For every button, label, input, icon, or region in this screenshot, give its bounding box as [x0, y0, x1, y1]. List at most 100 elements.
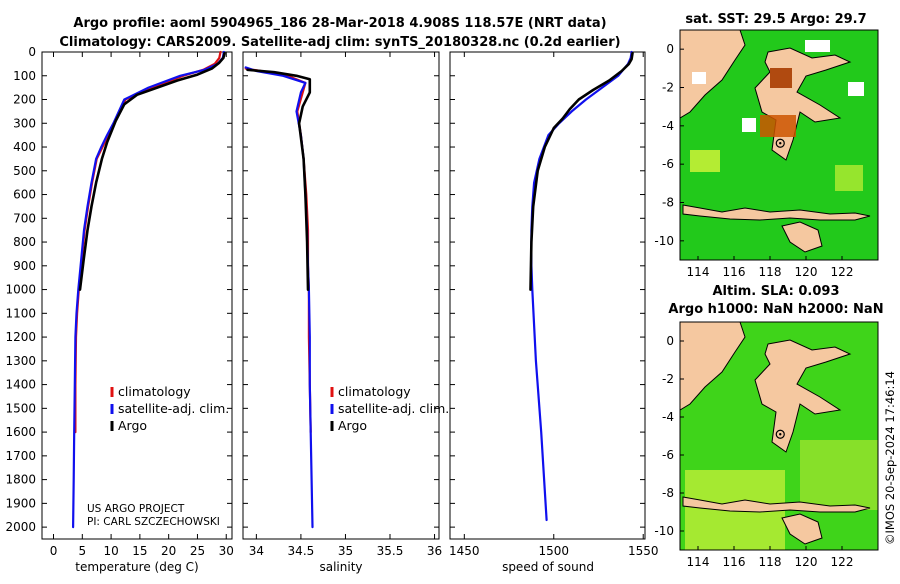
sst-cloud-gap: [692, 72, 706, 84]
depth-tick-label: 200: [13, 93, 36, 107]
depth-tick-label: 100: [13, 69, 36, 83]
salinity-xtick-label: 34.5: [288, 544, 315, 558]
depth-tick-label: 1100: [5, 306, 36, 320]
sst-cloud-gap: [848, 82, 864, 96]
legend-climatology-label: climatology: [118, 384, 191, 399]
temperature-xtick-label: 30: [219, 544, 234, 558]
sla-lon-label: 120: [795, 555, 818, 569]
profile-plots: 0 5 10 15 20 25 300100200300400500600700800900…: [5, 45, 658, 558]
sla-high-patch: [800, 440, 878, 510]
figure-title-line1: Argo profile: aoml 5904965_186 28-Mar-20…: [73, 16, 606, 31]
depth-tick-label: 0: [28, 45, 36, 59]
sound-speed-series-argo: [529, 51, 634, 291]
sla-float-dot: [779, 433, 782, 436]
sst-lat-label: -6: [662, 157, 674, 171]
sst-map: [679, 29, 879, 261]
sst-lon-label: 116: [723, 265, 746, 279]
sumba-island: [781, 513, 823, 545]
depth-tick-label: 1800: [5, 473, 36, 487]
sst-lat-label: -4: [662, 119, 674, 133]
depth-tick-label: 1400: [5, 378, 36, 392]
depth-tick-label: 1600: [5, 425, 36, 439]
sst-lon-label: 118: [759, 265, 782, 279]
sla-float-marker: [775, 429, 785, 439]
depth-tick-label: 900: [13, 259, 36, 273]
depth-tick-label: 300: [13, 116, 36, 130]
legend-satellite-label: satellite-adj. clim.: [118, 401, 229, 416]
lesser-sunda-islands: [682, 204, 871, 221]
depth-tick-label: 1200: [5, 330, 36, 344]
sound-speed-xlabel: speed of sound: [502, 560, 594, 574]
legend-argo-label: Argo: [338, 418, 367, 433]
borneo-landmass: [679, 321, 746, 411]
salinity-xlabel: salinity: [319, 560, 362, 574]
depth-tick-label: 1900: [5, 496, 36, 510]
depth-tick-label: 2000: [5, 520, 36, 534]
sst-lat-label: -8: [662, 196, 674, 210]
sla-lon-label: 116: [723, 555, 746, 569]
sound-speed-panel: [449, 51, 646, 540]
depth-tick-label: 500: [13, 164, 36, 178]
sla-lat-label: -8: [662, 486, 674, 500]
imos-timestamp: ©IMOS 20-Sep-2024 17:46:14: [883, 371, 897, 545]
temperature-series-argo: [78, 51, 226, 291]
sla-map-title-line1: Altim. SLA: 0.093: [713, 284, 840, 299]
sst-cloud-gap: [742, 118, 756, 132]
legend-argo-label: Argo: [118, 418, 147, 433]
sla-lat-label: -6: [662, 448, 674, 462]
temperature-xtick-label: 20: [161, 544, 176, 558]
sla-lon-label: 114: [687, 555, 710, 569]
salinity-legend: climatology satellite-adj. clim. Argo: [330, 384, 449, 433]
salinity-xtick-label: 36: [427, 544, 442, 558]
pi-credit: PI: CARL SZCZECHOWSKI: [87, 516, 220, 528]
depth-tick-label: 1700: [5, 449, 36, 463]
sla-lon-label: 122: [831, 555, 854, 569]
salinity-xtick-label: 34: [249, 544, 264, 558]
temperature-legend: climatology satellite-adj. clim. Argo: [110, 384, 229, 433]
sst-warm-bone-bay: [760, 115, 796, 137]
temperature-series-satellite-adj-clim: [71, 50, 225, 529]
temperature-panel: [41, 51, 233, 540]
sst-lon-label: 114: [687, 265, 710, 279]
borneo-landmass: [679, 29, 746, 119]
sla-map-title-line2: Argo h1000: NaN h2000: NaN: [668, 302, 883, 317]
lesser-sunda-islands: [682, 496, 871, 513]
sst-warm-patch: [770, 68, 792, 88]
sla-lat-label: -4: [662, 410, 674, 424]
sla-map: [679, 321, 879, 551]
sound-speed-xtick-label: 1550: [628, 544, 659, 558]
sound-speed-xtick-label: 1500: [538, 544, 569, 558]
legend-climatology-label: climatology: [338, 384, 411, 399]
salinity-xtick-label: 35: [338, 544, 353, 558]
depth-tick-label: 700: [13, 211, 36, 225]
salinity-panel: [242, 51, 440, 540]
depth-tick-label: 800: [13, 235, 36, 249]
sst-cool-patch: [690, 150, 720, 172]
depth-tick-label: 1500: [5, 401, 36, 415]
sla-lat-label: 0: [666, 334, 674, 348]
temperature-xtick-label: 25: [190, 544, 205, 558]
sumba-island: [781, 221, 823, 253]
temperature-xtick-label: 0: [50, 544, 58, 558]
depth-tick-label: 400: [13, 140, 36, 154]
sst-map-title: sat. SST: 29.5 Argo: 29.7: [685, 12, 866, 27]
legend-satellite-label: satellite-adj. clim.: [338, 401, 449, 416]
temperature-xtick-label: 10: [103, 544, 118, 558]
sulawesi-landmass: [754, 339, 852, 453]
sst-lat-label: -2: [662, 81, 674, 95]
sst-cool-patch: [835, 165, 863, 191]
sst-lat-label: -10: [654, 234, 674, 248]
temperature-xtick-label: 5: [78, 544, 86, 558]
sst-float-marker: [775, 138, 785, 148]
sla-lat-label: -10: [654, 524, 674, 538]
project-credit: US ARGO PROJECT: [87, 503, 185, 515]
sound-speed-xtick-label: 1450: [449, 544, 480, 558]
figure-title-line2: Climatology: CARS2009. Satellite-adj cli…: [59, 35, 620, 50]
salinity-series-argo: [246, 68, 312, 291]
sst-lon-label: 122: [831, 265, 854, 279]
sst-map-frame: [679, 29, 879, 261]
temperature-xtick-label: 15: [132, 544, 147, 558]
sla-map-frame: [679, 321, 879, 551]
